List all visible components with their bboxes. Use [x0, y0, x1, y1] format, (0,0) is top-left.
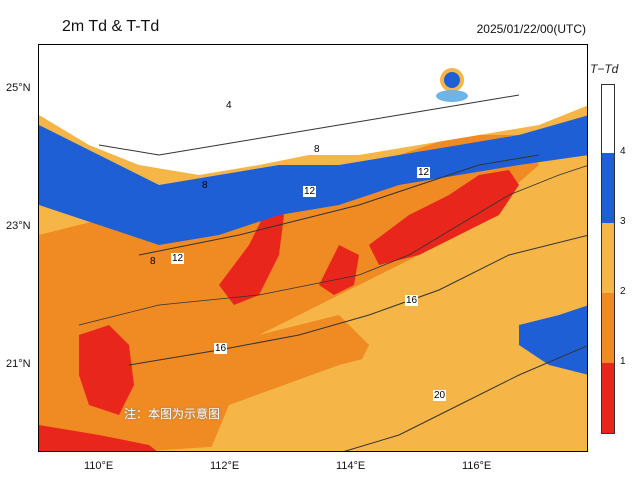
contour-label: 16: [214, 343, 228, 354]
legend-segment: [602, 293, 614, 363]
contour-label: 8: [202, 180, 208, 191]
red-region-inland-2: [319, 245, 359, 295]
lat-label-25: 25°N: [6, 82, 31, 94]
coastline: [78, 165, 587, 326]
legend-label: 4: [620, 146, 626, 157]
map-canvas: [39, 45, 587, 451]
red-region-inland-1: [219, 205, 284, 305]
blue-region-east: [519, 305, 587, 375]
lon-label-116: 116°E: [462, 460, 492, 472]
contour-label: 4: [226, 100, 232, 111]
legend-label: 2: [620, 286, 626, 297]
red-region-north-coast: [369, 170, 519, 265]
lon-label-112: 112°E: [210, 460, 240, 472]
contour-label: 16: [405, 295, 419, 306]
lat-label-23: 23°N: [6, 220, 31, 232]
map-panel: [38, 44, 588, 452]
legend-segment: [602, 223, 614, 293]
blue-band: [39, 115, 587, 245]
contour-line-12: [138, 154, 540, 256]
legend-colorbar: [601, 84, 615, 434]
contour-label: 12: [303, 186, 317, 197]
contour-line-20: [343, 345, 587, 451]
contour-label: 12: [171, 253, 185, 264]
red-region-leizhou: [79, 325, 134, 415]
contour-label: 12: [417, 167, 431, 178]
lon-label-114: 114°E: [336, 460, 366, 472]
legend-label: 3: [620, 216, 626, 227]
weather-logo-icon: [436, 68, 468, 102]
lon-label-110: 110°E: [84, 460, 114, 472]
datetime-label: 2025/01/22/00(UTC): [476, 22, 586, 36]
lat-label-21: 21°N: [6, 358, 31, 370]
legend-segment: [602, 153, 614, 223]
red-region-southwest-corner: [39, 425, 157, 451]
light-orange-region: [209, 295, 587, 451]
legend-title: T−Td: [590, 62, 619, 76]
contour-label: 20: [433, 390, 447, 401]
legend-segment: [602, 85, 614, 153]
legend-segment: [602, 363, 614, 433]
legend-label: 1: [620, 356, 626, 367]
contour-label: 8: [150, 256, 156, 267]
disclaimer-note: 注：本图为示意图: [124, 407, 221, 421]
chart-title: 2m Td & T-Td: [62, 18, 160, 35]
contour-line-8: [98, 94, 520, 156]
contour-label: 8: [314, 144, 320, 155]
